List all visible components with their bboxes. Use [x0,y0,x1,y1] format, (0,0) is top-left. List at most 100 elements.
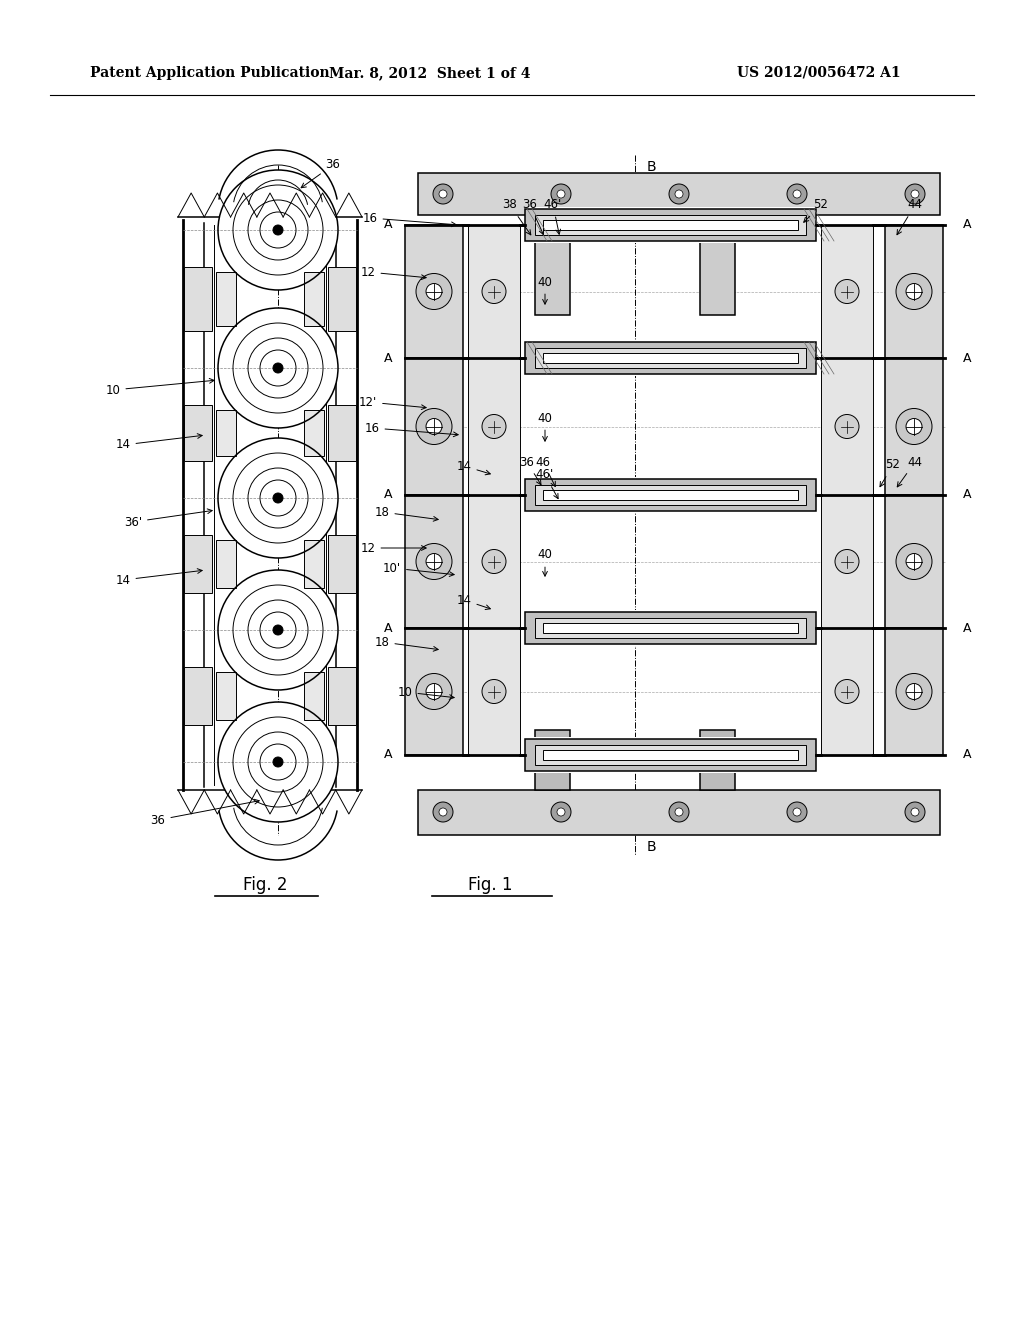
Text: A: A [963,748,972,762]
Text: 52: 52 [804,198,828,222]
Circle shape [835,549,859,573]
Bar [184,405,212,461]
Bar [535,348,806,368]
Text: Fig. 1: Fig. 1 [468,876,512,894]
Bar [535,215,570,315]
Text: 36': 36' [124,510,212,528]
Circle shape [787,803,807,822]
Bar [821,358,873,495]
Circle shape [426,684,442,700]
Bar [216,672,236,719]
Circle shape [787,183,807,205]
Bar [700,215,735,315]
Circle shape [896,273,932,309]
Bar [535,484,806,506]
Bar [418,173,940,215]
Circle shape [835,414,859,438]
Bar [821,628,873,755]
Text: 40: 40 [538,549,552,576]
Text: 52: 52 [880,458,900,487]
Circle shape [669,183,689,205]
Text: A: A [384,622,392,635]
Bar [525,737,816,774]
Circle shape [439,190,447,198]
Circle shape [273,224,283,235]
Text: US 2012/0056472 A1: US 2012/0056472 A1 [737,66,901,81]
Bar [525,342,816,374]
Text: 38: 38 [503,198,530,235]
Text: 12: 12 [360,541,426,554]
Circle shape [426,418,442,434]
Bar [543,750,798,760]
Text: 10: 10 [397,685,455,700]
Circle shape [675,808,683,816]
Circle shape [433,803,453,822]
Bar [406,495,463,628]
Circle shape [793,808,801,816]
Text: 36: 36 [519,455,541,484]
Bar [525,739,816,771]
Text: 10': 10' [383,561,455,577]
Bar [700,730,735,789]
Bar [328,535,356,593]
Circle shape [835,280,859,304]
Text: A: A [384,748,392,762]
Circle shape [906,284,922,300]
Bar [418,789,940,836]
Bar [304,411,324,455]
Bar [821,224,873,358]
Bar [184,667,212,725]
Bar [885,358,943,495]
Circle shape [482,280,506,304]
Circle shape [906,418,922,434]
Text: 46': 46' [544,198,562,234]
Text: 14: 14 [116,434,202,451]
Bar [184,267,212,331]
Circle shape [551,183,571,205]
Text: A: A [963,488,972,502]
Bar [525,341,816,376]
Circle shape [218,570,338,690]
Text: A: A [384,488,392,502]
Circle shape [416,408,452,445]
Bar [543,220,798,230]
Circle shape [896,408,932,445]
Circle shape [896,544,932,579]
Bar [406,628,463,755]
Bar [406,224,463,358]
Bar [535,215,735,240]
Circle shape [669,803,689,822]
Text: A: A [963,622,972,635]
Bar [885,628,943,755]
Circle shape [835,680,859,704]
Bar [525,207,816,243]
Text: 46: 46 [536,455,555,487]
Circle shape [911,190,919,198]
Bar [468,224,520,358]
Text: 14: 14 [457,594,490,610]
Bar [304,540,324,587]
Bar [543,352,798,363]
Circle shape [482,414,506,438]
Bar [543,623,798,634]
Text: 36: 36 [301,158,340,187]
Bar [543,490,798,500]
Bar [184,535,212,593]
Circle shape [906,684,922,700]
Circle shape [557,808,565,816]
Bar [525,477,816,513]
Text: B: B [647,840,656,854]
Text: 36: 36 [522,198,544,235]
Circle shape [911,808,919,816]
Circle shape [416,544,452,579]
Bar [525,612,816,644]
Bar [525,209,816,242]
Circle shape [273,756,283,767]
Text: 16: 16 [362,211,456,227]
Bar [535,618,806,638]
Bar [535,744,806,766]
Bar [468,495,520,628]
Bar [468,628,520,755]
Circle shape [426,284,442,300]
Bar [216,411,236,455]
